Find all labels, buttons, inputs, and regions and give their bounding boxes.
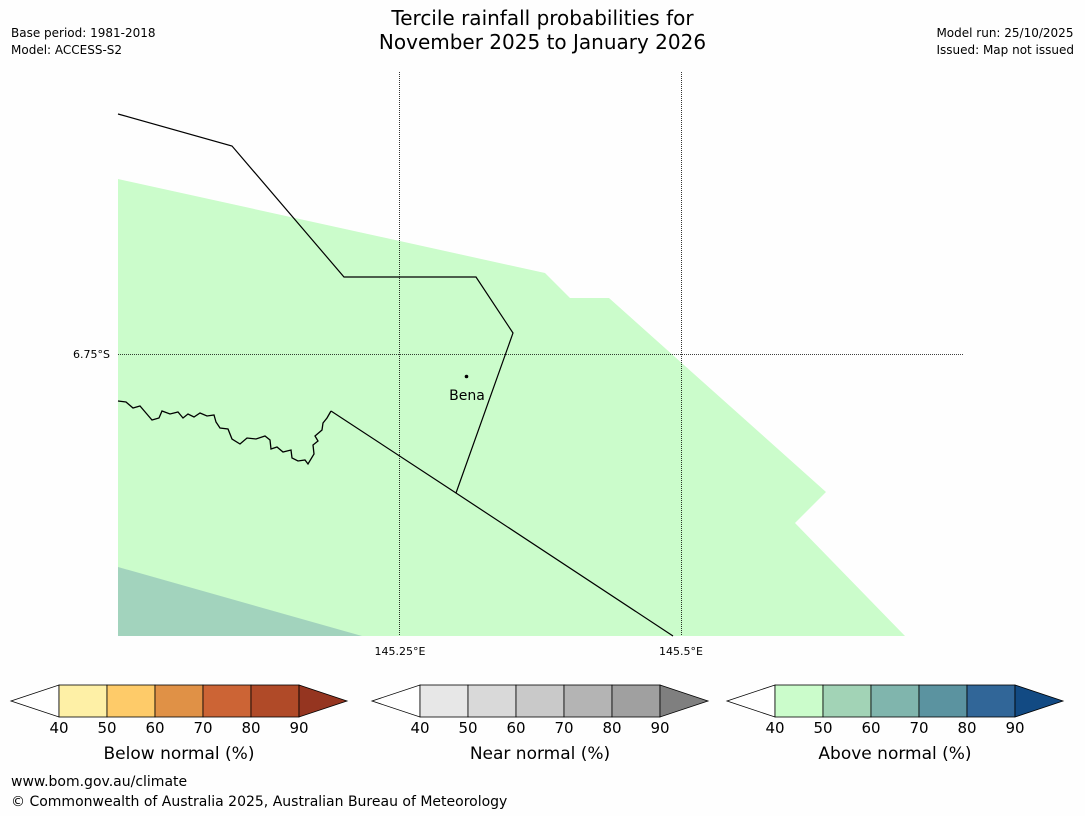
below-normal-extend-low [9,684,60,718]
above-normal-bin-60 [870,684,920,718]
below-tick-60: 60 [145,719,165,737]
near-tick-60: 60 [506,719,526,737]
below-normal-colorbar [9,684,349,718]
above-normal-extend-high [1014,684,1065,718]
base-period: Base period: 1981-2018 [11,26,156,40]
footer-url: www.bom.gov.au/climate [11,774,188,790]
province-boundary-north [117,113,514,494]
province-boundary-south [330,410,674,637]
near-tick-90: 90 [650,719,670,737]
near-normal-bin-80 [611,684,661,718]
river-boundary [117,400,332,466]
near-normal-bin-40 [419,684,469,718]
latitude-label: 6.75°S [73,348,110,361]
below-normal-bin-60 [154,684,204,718]
near-tick-70: 70 [554,719,574,737]
near-normal-extend-low [370,684,421,718]
above-tick-90: 90 [1005,719,1025,737]
below-normal-bin-50 [106,684,156,718]
bena-town-marker [464,374,469,379]
above-normal-bin-70 [918,684,968,718]
below-normal-label: Below normal (%) [103,744,255,764]
below-normal-bin-40 [58,684,108,718]
near-normal-extend-high [659,684,710,718]
near-tick-40: 40 [410,719,430,737]
above-normal-60-region [118,567,362,636]
above-tick-80: 80 [957,719,977,737]
model-run: Model run: 25/10/2025 [936,26,1074,40]
meta-right: Model run: 25/10/2025 Issued: Map not is… [936,25,1074,59]
bena-town-label: Bena [449,388,485,404]
near-normal-bin-50 [467,684,517,718]
above-normal-bin-40 [774,684,824,718]
near-tick-80: 80 [602,719,622,737]
below-tick-50: 50 [97,719,117,737]
longitude-label-2: 145.5°E [659,645,703,658]
above-normal-bin-50 [822,684,872,718]
model-name: Model: ACCESS-S2 [11,43,123,57]
title-line-1: Tercile rainfall probabilities for [391,6,694,30]
longitude-label-1: 145.25°E [375,645,426,658]
above-normal-bin-80 [966,684,1016,718]
near-normal-bin-70 [563,684,613,718]
below-normal-bin-70 [202,684,252,718]
map-title: Tercile rainfall probabilities for Novem… [0,6,1085,54]
title-line-2: November 2025 to January 2026 [378,30,707,54]
above-tick-60: 60 [861,719,881,737]
near-normal-label: Near normal (%) [469,744,611,764]
above-normal-extend-low [725,684,776,718]
below-normal-bin-80 [250,684,300,718]
below-tick-40: 40 [49,719,69,737]
above-normal-50-region [118,179,905,636]
above-tick-40: 40 [765,719,785,737]
issued-status: Issued: Map not issued [936,43,1074,57]
above-normal-label: Above normal (%) [818,744,972,764]
below-normal-extend-high [298,684,349,718]
near-normal-bin-60 [515,684,565,718]
above-normal-colorbar [725,684,1065,718]
above-tick-50: 50 [813,719,833,737]
above-tick-70: 70 [909,719,929,737]
footer-copyright: © Commonwealth of Australia 2025, Austra… [11,794,508,810]
near-normal-colorbar [370,684,710,718]
colorbar-legend [9,684,1065,718]
map: Bena 6.75°S 145.25°E 145.5°E [73,72,963,658]
below-tick-80: 80 [241,719,261,737]
below-tick-70: 70 [193,719,213,737]
meta-left: Base period: 1981-2018 Model: ACCESS-S2 [11,25,156,59]
below-tick-90: 90 [289,719,309,737]
near-tick-50: 50 [458,719,478,737]
